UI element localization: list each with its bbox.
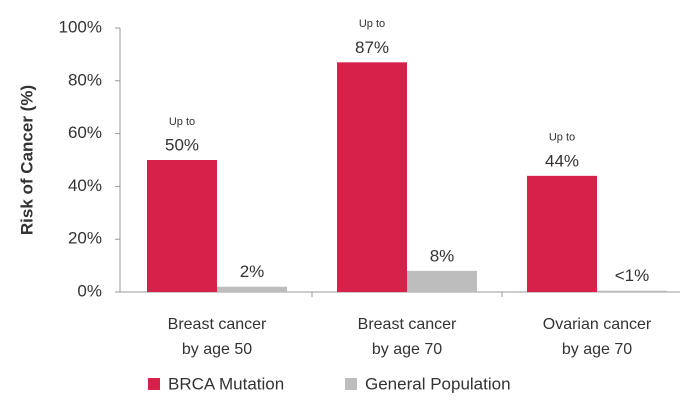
y-tick-label: 20% <box>68 229 102 248</box>
legend-label: General Population <box>365 374 511 393</box>
y-axis-label: Risk of Cancer (%) <box>17 85 36 235</box>
value-label: 8% <box>430 246 455 265</box>
y-tick-label: 40% <box>68 176 102 195</box>
bar <box>597 290 667 292</box>
value-label: 87% <box>355 38 389 57</box>
bar <box>147 160 217 292</box>
y-tick-label: 100% <box>59 17 102 36</box>
bar <box>407 270 477 292</box>
value-label: <1% <box>615 266 650 285</box>
x-tick-label: Breast cancer <box>168 316 267 333</box>
value-label: 44% <box>545 151 579 170</box>
bar <box>217 286 287 292</box>
x-tick-label: Breast cancer <box>358 316 457 333</box>
legend-label: BRCA Mutation <box>168 374 284 393</box>
annotation: Up to <box>169 116 195 128</box>
y-tick-label: 0% <box>77 281 102 300</box>
annotation: Up to <box>549 132 575 144</box>
value-label: 2% <box>240 262 265 281</box>
x-tick-label: by age 50 <box>182 341 252 358</box>
legend-swatch <box>148 378 160 390</box>
bar <box>527 175 597 292</box>
y-tick-label: 80% <box>68 70 102 89</box>
x-tick-label: by age 70 <box>562 341 632 358</box>
legend-swatch <box>345 378 357 390</box>
y-tick-label: 60% <box>68 123 102 142</box>
bar <box>337 62 407 292</box>
x-tick-label: by age 70 <box>372 341 442 358</box>
x-tick-label: Ovarian cancer <box>543 316 652 333</box>
annotation: Up to <box>359 18 385 30</box>
value-label: 50% <box>165 135 199 154</box>
